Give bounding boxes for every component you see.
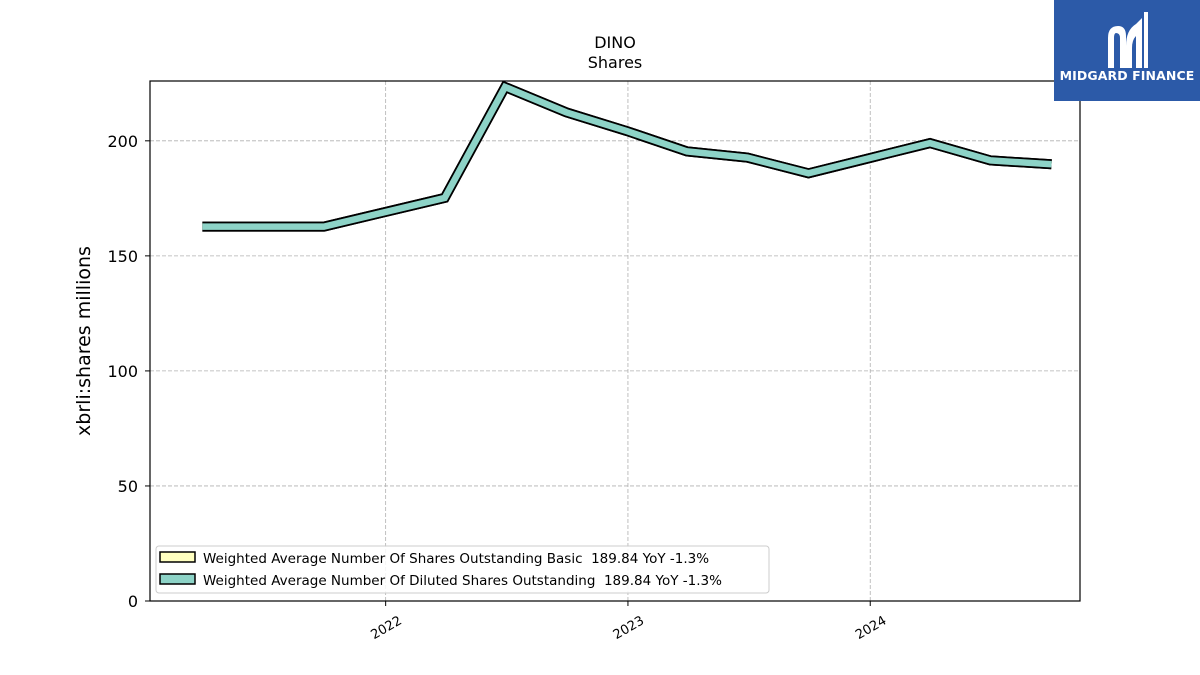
x-tick-label: 2022: [368, 613, 404, 643]
legend-frame: [155, 545, 770, 594]
y-tick-label: 200: [107, 132, 138, 151]
y-tick-label: 100: [107, 362, 138, 381]
series-line: [202, 82, 1052, 230]
chart-title: DINO: [594, 33, 636, 52]
x-tick-label: 2024: [853, 613, 889, 643]
series-1: [202, 80, 1052, 232]
legend-label-basic: Weighted Average Number Of Shares Outsta…: [203, 551, 709, 567]
series-line: [202, 82, 1052, 230]
y-tick-label: 0: [128, 592, 138, 611]
x-axis-ticks: 2022 2023 2024: [368, 601, 889, 643]
legend-label-diluted: Weighted Average Number Of Diluted Share…: [203, 573, 722, 589]
series-outline: [202, 80, 1052, 232]
y-tick-label: 50: [118, 477, 138, 496]
grid: [150, 81, 1080, 601]
legend-swatch-diluted: [159, 573, 196, 585]
series-0: [202, 80, 1052, 232]
y-axis-label: xbrli:shares millions: [73, 246, 95, 436]
y-tick-label: 150: [107, 247, 138, 266]
series-outline: [202, 80, 1052, 232]
y-axis-ticks: 0 50 100 150 200: [107, 132, 150, 611]
midgard-finance-logo: MIDGARD FINANCE: [1054, 0, 1200, 101]
plot-frame: [149, 80, 1081, 602]
chart-subtitle: Shares: [588, 53, 643, 72]
x-tick-label: 2023: [611, 613, 647, 643]
legend-swatch-basic: [159, 551, 196, 563]
logo-text: MIDGARD FINANCE: [1059, 68, 1195, 83]
series-lines: [202, 80, 1052, 232]
midgard-m-icon: [1108, 12, 1148, 68]
legend: Weighted Average Number Of Shares Outsta…: [155, 545, 770, 594]
